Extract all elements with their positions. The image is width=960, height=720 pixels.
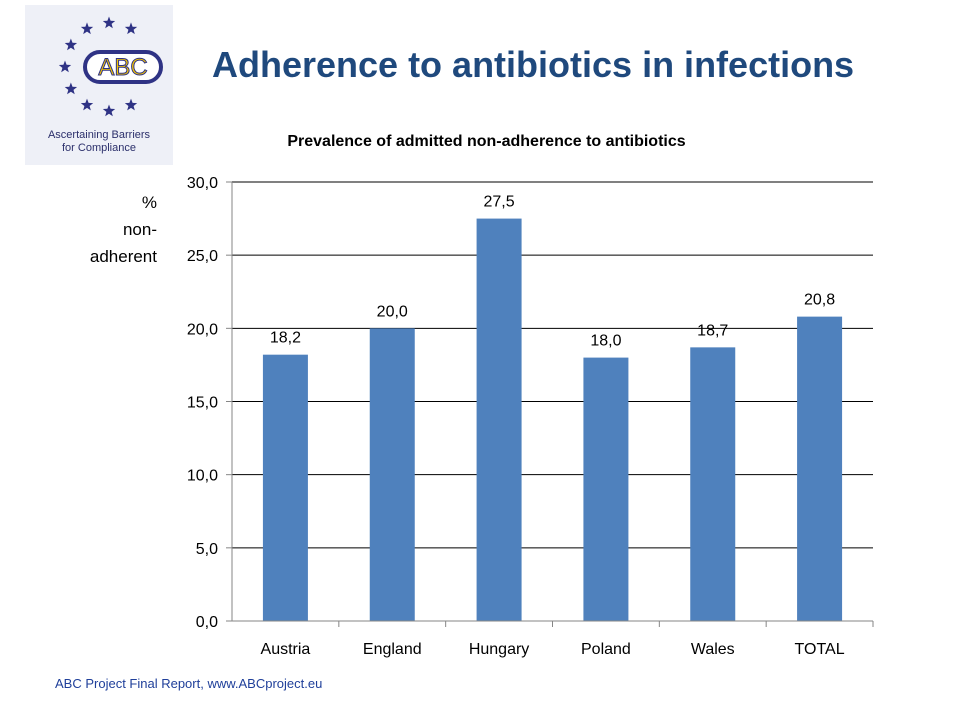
bar-england [369,328,415,621]
abc-badge [83,50,163,84]
abc-logo: ABC Ascertaining Barriers for Compliance [25,5,173,165]
y-tick-label: 30,0 [187,175,218,192]
data-label: 27,5 [484,194,515,211]
y-tick-label: 15,0 [187,395,218,412]
bar-total [797,316,843,621]
x-tick-label: Wales [691,641,735,658]
star-icon [80,22,94,35]
bar-poland [583,357,629,621]
y-tick-label: 20,0 [187,321,218,338]
logo-caption-line1: Ascertaining Barriers [47,129,151,141]
bar-hungary [476,218,522,622]
star-icon [64,82,78,95]
star-ring-icon [58,16,138,117]
star-icon [58,60,72,73]
bar-wales [690,347,736,621]
data-label: 20,0 [377,303,408,320]
star-icon [124,22,138,35]
y-axis-label: adherent [90,247,157,266]
star-icon [64,38,78,51]
logo-caption: Ascertaining Barriers for Compliance [25,129,173,155]
y-tick-label: 25,0 [187,248,218,265]
x-tick-label: TOTAL [795,641,845,658]
eu-stars-logo-icon: ABC [58,16,163,117]
star-icon [124,98,138,111]
data-label: 18,2 [270,330,301,347]
y-axis-label: % [142,193,157,212]
data-label: 18,0 [590,333,621,350]
chart-title: Prevalence of admitted non-adherence to … [287,133,685,150]
data-label: 18,7 [697,322,728,339]
x-tick-label: Hungary [469,641,529,658]
data-label: 20,8 [804,292,835,309]
footer-source: ABC Project Final Report, www.ABCproject… [55,676,323,691]
star-icon [80,98,94,111]
x-tick-label: England [363,641,422,658]
x-tick-label: Austria [261,641,311,658]
slide-title: Adherence to antibiotics in infections [212,44,855,85]
x-tick-label: Poland [581,641,631,658]
abc-badge-text: ABC [98,54,147,81]
star-icon [102,104,116,117]
y-tick-label: 0,0 [196,614,218,631]
bar-austria [262,354,308,621]
logo-caption-line2: for Compliance [62,142,136,154]
y-tick-label: 5,0 [196,541,218,558]
star-icon [102,16,116,29]
y-tick-label: 10,0 [187,468,218,485]
y-axis-label: non- [123,220,157,239]
